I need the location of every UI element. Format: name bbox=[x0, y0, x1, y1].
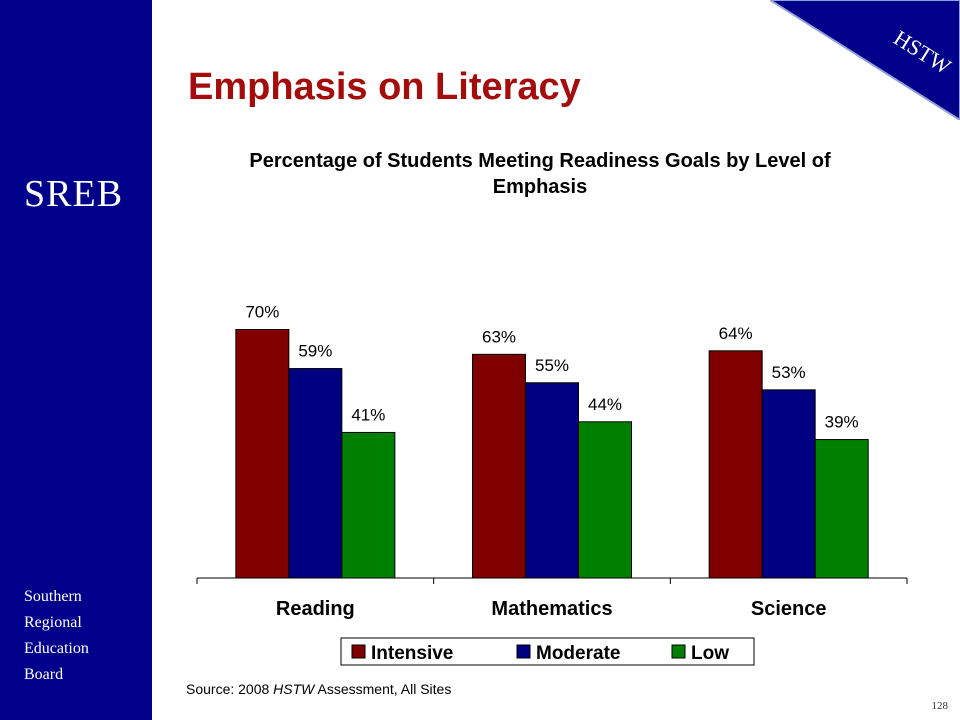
legend-label: Moderate bbox=[536, 643, 620, 664]
data-label: 63% bbox=[482, 327, 516, 346]
sidebar: SREB Southern Regional Education Board bbox=[0, 0, 152, 720]
bar bbox=[341, 431, 396, 579]
bar bbox=[708, 350, 763, 579]
source-suffix: Assessment, All Sites bbox=[314, 681, 452, 697]
data-label: 55% bbox=[535, 356, 569, 375]
data-label: 39% bbox=[825, 413, 859, 432]
bar bbox=[761, 389, 816, 579]
slide-title: Emphasis on Literacy bbox=[188, 66, 581, 108]
data-label: 64% bbox=[719, 324, 753, 343]
legend-swatch bbox=[516, 644, 531, 659]
bar bbox=[288, 368, 343, 579]
org-line: Education bbox=[24, 640, 89, 657]
org-line: Southern bbox=[24, 588, 82, 605]
chart-title: Percentage of Students Meeting Readiness… bbox=[249, 150, 831, 198]
corner-triangle bbox=[770, 0, 960, 120]
org-line: Board bbox=[24, 666, 64, 683]
sreb-logo: SREB bbox=[24, 173, 124, 215]
category-label: Reading bbox=[276, 598, 355, 620]
source-prefix: Source: 2008 bbox=[186, 681, 274, 697]
bar bbox=[578, 421, 632, 579]
legend-swatch bbox=[671, 644, 686, 659]
org-line: Regional bbox=[24, 614, 82, 631]
data-label: 70% bbox=[245, 303, 279, 322]
bar bbox=[814, 439, 869, 579]
bar bbox=[235, 329, 290, 579]
source-italic: HSTW bbox=[273, 681, 315, 697]
legend-swatch bbox=[351, 644, 366, 659]
data-label: 53% bbox=[772, 363, 806, 382]
data-label: 59% bbox=[298, 342, 332, 361]
bar bbox=[525, 382, 579, 579]
data-label: 41% bbox=[351, 405, 385, 424]
page-number: 128 bbox=[931, 700, 949, 712]
legend-label: Low bbox=[691, 643, 729, 664]
hstw-corner-banner: HSTW bbox=[770, 0, 960, 120]
source-note: Source: 2008 HSTW Assessment, All Sites bbox=[186, 681, 451, 697]
legend-label: Intensive bbox=[371, 643, 453, 664]
category-label: Science bbox=[751, 598, 827, 620]
bar bbox=[472, 353, 526, 579]
organization-name: Southern Regional Education Board bbox=[24, 584, 89, 688]
data-label: 44% bbox=[588, 395, 622, 414]
category-label: Mathematics bbox=[491, 598, 612, 620]
